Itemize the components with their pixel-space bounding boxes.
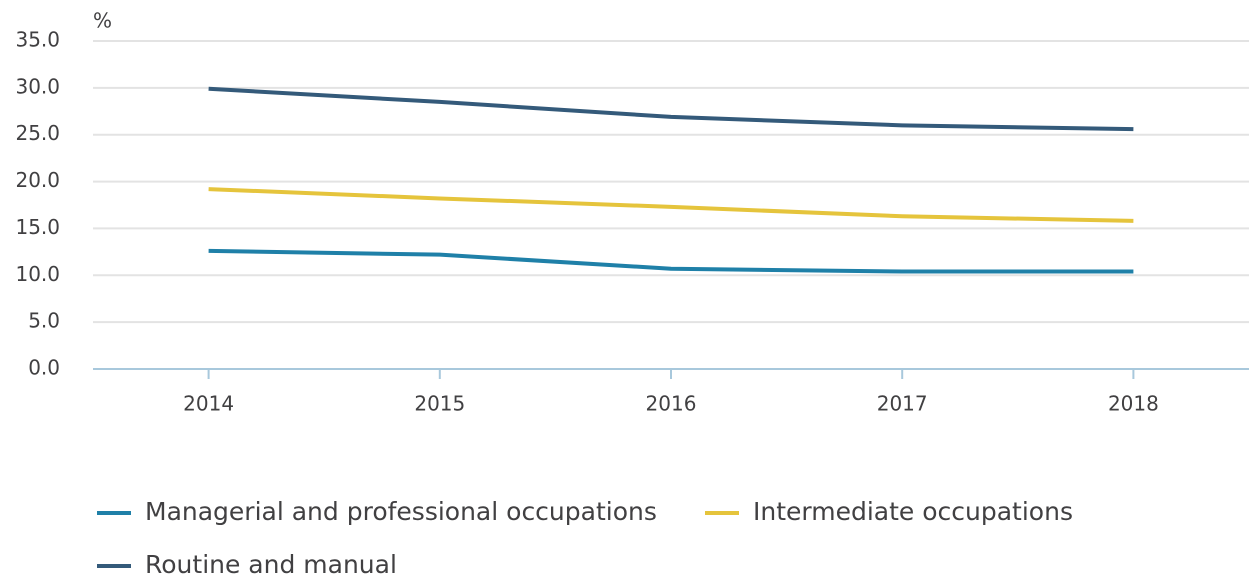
y-tick-label: 30.0 — [15, 74, 60, 98]
y-tick-label: 15.0 — [15, 215, 60, 239]
line — [208, 187, 1134, 223]
y-tick-label: 5.0 — [28, 309, 60, 333]
x-tick-label: 2016 — [646, 392, 697, 416]
legend-label: Intermediate occupations — [753, 497, 1073, 526]
legend-label: Routine and manual — [145, 550, 397, 579]
y-tick-label: 0.0 — [28, 356, 60, 380]
x-tick-label: 2018 — [1108, 392, 1159, 416]
x-tick-label: 2015 — [414, 392, 465, 416]
y-tick-label: 20.0 — [15, 168, 60, 192]
line — [208, 248, 1134, 274]
y-tick-label: 25.0 — [15, 121, 60, 145]
x-tick-label: 2017 — [877, 392, 928, 416]
y-tick-label: 10.0 — [15, 262, 60, 286]
x-tick-label: 2014 — [183, 392, 234, 416]
y-axis-label: % — [93, 9, 112, 33]
line — [208, 86, 1134, 132]
y-tick-label: 35.0 — [15, 28, 60, 52]
legend-label: Managerial and professional occupations — [145, 497, 657, 526]
